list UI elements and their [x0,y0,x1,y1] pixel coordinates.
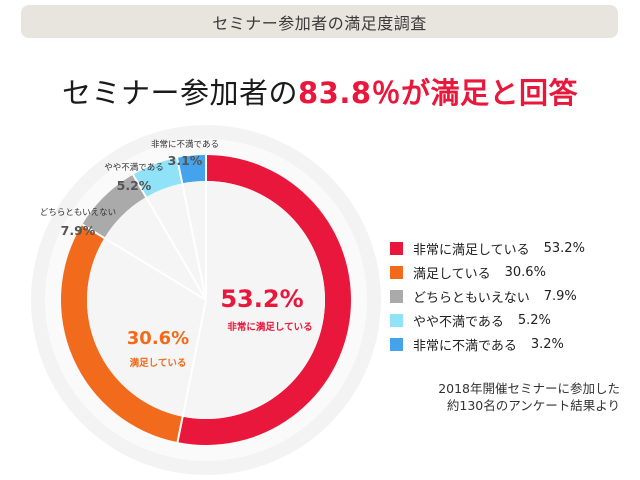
data-label-category: 非常に不満である [151,139,219,150]
data-label: 7.9% [61,223,96,238]
donut-slice [133,157,183,198]
data-label-category: やや不満である [104,163,163,173]
legend-item: 満足している 30.6% [390,260,635,284]
data-label-category: 非常に満足している [227,321,312,333]
headline-highlight: 83.8％が満足と回答 [297,76,579,110]
data-label-category: 満足している [130,357,187,369]
legend-swatch [390,241,403,255]
slice-divider [176,157,207,301]
donut-slice [82,174,147,239]
legend-label: 非常に不満である [413,338,517,354]
headline: セミナー参加者の83.8％が満足と回答 [0,70,640,112]
data-label: 53.2% [220,285,303,313]
source-note: 2018年開催セミナーに参加した 約130名のアンケート結果より [380,380,620,414]
donut-slice [177,155,351,445]
legend-item: どちらともいえない 7.9% [390,284,635,308]
legend-item: 非常に満足している 53.2% [390,236,635,260]
donut-slice [60,224,183,443]
legend-value: 5.2% [517,312,551,328]
legend-value: 7.9% [543,288,577,304]
legend-value: 30.6% [504,264,546,280]
legend-swatch [390,337,403,351]
legend-swatch [390,313,403,327]
legend-label: 非常に満足している [413,242,530,258]
slice-divider [176,299,207,443]
legend-value: 3.2% [530,336,564,352]
legend-swatch [390,265,403,279]
legend-label: どちらともいえない [413,290,530,306]
chart-legend: 非常に満足している 53.2% 満足している 30.6% どちらともいえない 7.9%… [390,236,635,356]
legend-label: 満足している [413,266,491,282]
headline-prefix: セミナー参加者の [61,76,298,110]
slice-divider [132,174,207,301]
data-label: 30.6% [127,328,189,349]
legend-swatch [390,289,403,303]
source-note-line: 2018年開催セミナーに参加した [438,381,620,396]
data-label: 3.1% [168,153,203,168]
legend-value: 53.2% [543,240,585,256]
slice-divider [81,223,207,301]
legend-label: やや不満である [413,314,504,330]
data-label: 5.2% [117,178,152,193]
source-note-line: 約130名のアンケート結果より [446,398,620,413]
chart-banner-title: セミナー参加者の満足度調査 [21,5,618,38]
legend-item: やや不満である 5.2% [390,308,635,332]
legend-item: 非常に不満である 3.2% [390,332,635,356]
data-label-category: どちらともいえない [40,208,116,218]
donut-slice [177,155,206,184]
